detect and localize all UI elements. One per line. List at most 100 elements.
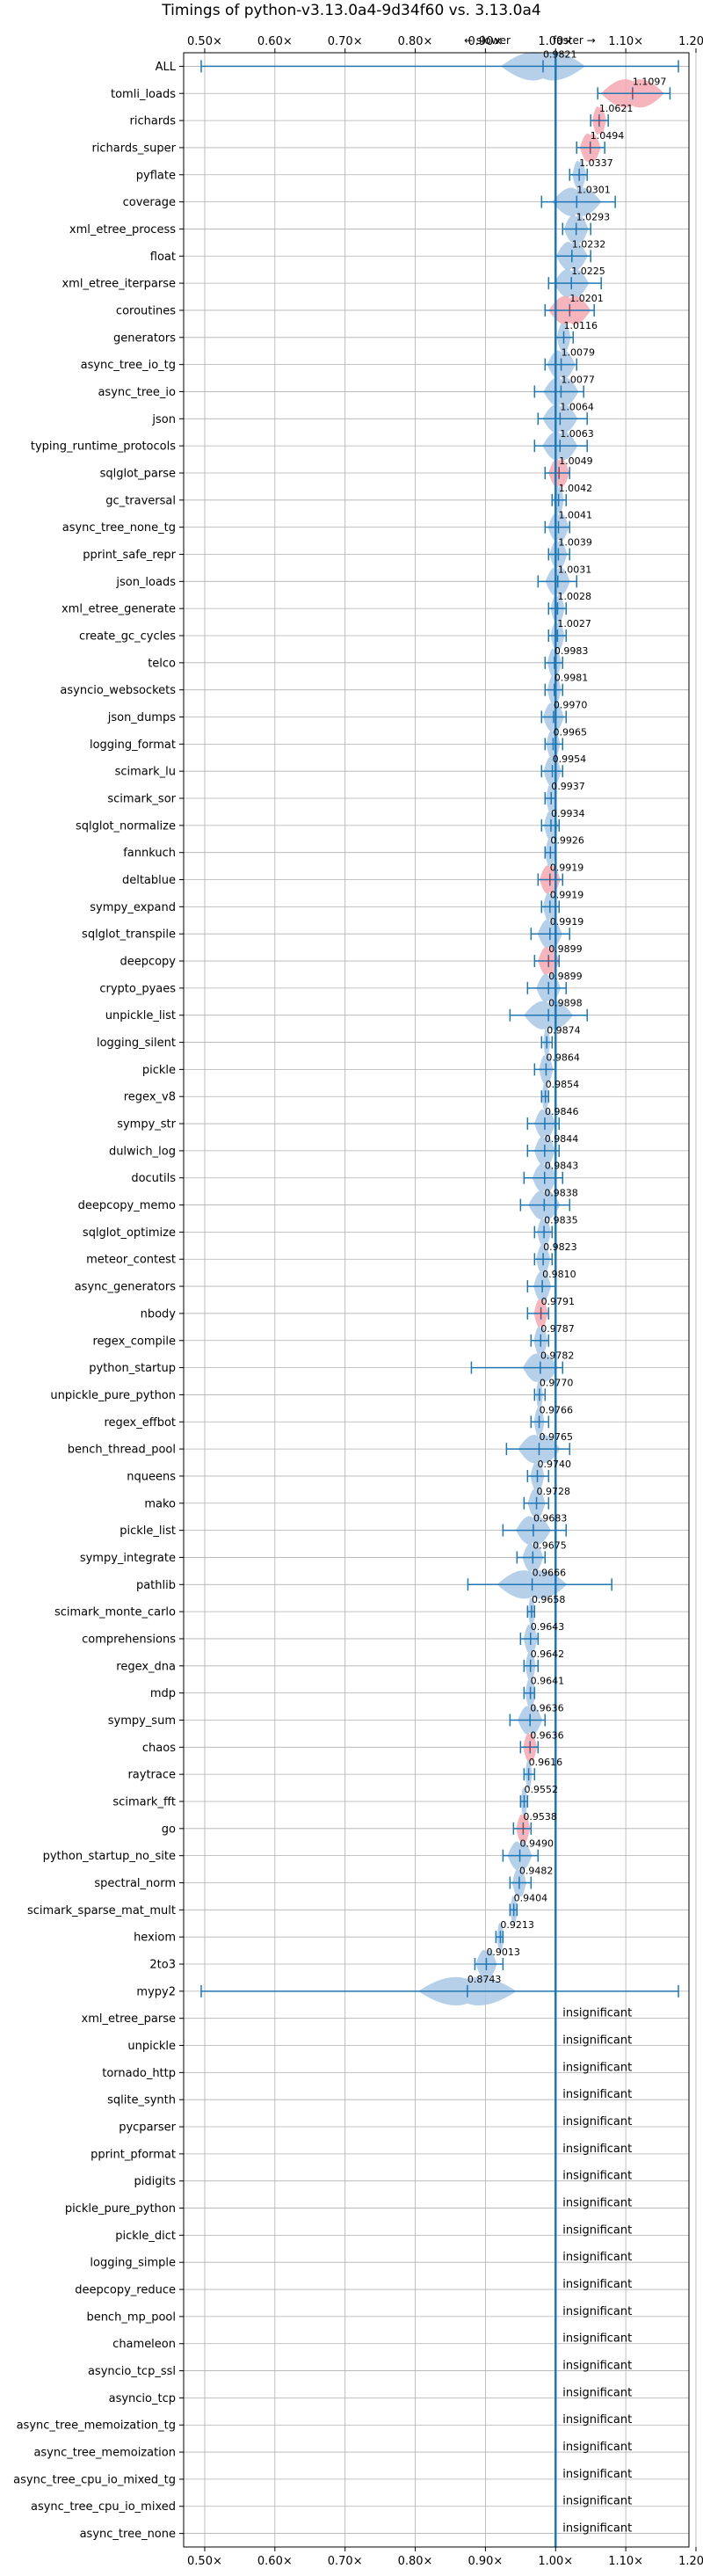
value-label: 0.9981 bbox=[554, 673, 589, 684]
benchmark-label: unpickle bbox=[127, 2040, 176, 2053]
x-tick-label-bottom: 1.00× bbox=[538, 2555, 573, 2568]
x-tick-label-top: 1.00× bbox=[538, 35, 573, 48]
value-label: 0.9404 bbox=[514, 1892, 548, 1903]
benchmark-label: async_tree_io_tg bbox=[81, 359, 176, 372]
benchmark-label: async_tree_memoization_tg bbox=[17, 2420, 176, 2433]
value-label: 1.0064 bbox=[560, 401, 594, 412]
value-label: 0.9666 bbox=[533, 1567, 567, 1578]
value-label: 0.9934 bbox=[551, 808, 585, 819]
benchmark-label: xml_etree_parse bbox=[82, 2012, 176, 2026]
benchmark-label: json bbox=[151, 413, 176, 426]
benchmark-label: pprint_pformat bbox=[91, 2148, 176, 2161]
benchmark-label: sympy_sum bbox=[108, 1714, 176, 1728]
insignificant-label: insignificant bbox=[562, 2170, 632, 2183]
value-label: 0.9843 bbox=[545, 1161, 579, 1172]
insignificant-label: insignificant bbox=[562, 2332, 632, 2346]
value-label: 1.0039 bbox=[558, 536, 592, 548]
benchmark-label: raytrace bbox=[127, 1769, 176, 1782]
value-label: 0.9642 bbox=[531, 1648, 565, 1660]
value-label: 1.0293 bbox=[576, 211, 611, 222]
x-tick-label-bottom: 1.20× bbox=[678, 2555, 703, 2568]
value-label: 1.0201 bbox=[569, 293, 604, 304]
value-label: 1.0028 bbox=[558, 591, 592, 602]
value-label: 0.9740 bbox=[538, 1459, 572, 1470]
insignificant-label: insignificant bbox=[562, 2223, 632, 2237]
value-label: 0.9823 bbox=[543, 1241, 577, 1253]
slower-label: ← slower bbox=[464, 34, 511, 47]
benchmark-label: telco bbox=[148, 657, 176, 670]
benchmark-label: sqlglot_transpile bbox=[82, 928, 176, 942]
benchmark-label: async_generators bbox=[75, 1281, 177, 1294]
benchmark-label: hexiom bbox=[134, 1932, 176, 1945]
value-label: 0.9846 bbox=[545, 1106, 579, 1117]
value-label: 1.0042 bbox=[559, 483, 593, 494]
x-tick-label-bottom: 0.60× bbox=[257, 2555, 293, 2568]
benchmark-label: pyflate bbox=[136, 169, 176, 182]
value-label: 0.9728 bbox=[537, 1486, 571, 1497]
insignificant-label: insignificant bbox=[562, 2251, 632, 2264]
value-label: 0.9787 bbox=[540, 1323, 575, 1335]
value-label: 0.9899 bbox=[548, 943, 583, 955]
value-label: 1.0301 bbox=[576, 185, 611, 196]
value-label: 0.9636 bbox=[530, 1702, 564, 1714]
x-tick-label-bottom: 1.10× bbox=[608, 2555, 643, 2568]
benchmark-label: go bbox=[162, 1823, 176, 1836]
insignificant-label: insignificant bbox=[562, 2278, 632, 2291]
benchmark-label: json_loads bbox=[115, 576, 176, 589]
benchmark-label: mypy2 bbox=[136, 1985, 176, 1998]
benchmark-label: xml_etree_generate bbox=[62, 603, 176, 616]
value-label: 0.9983 bbox=[554, 645, 589, 657]
value-label: 0.9844 bbox=[545, 1133, 579, 1145]
x-tick-label-top: 0.50× bbox=[187, 35, 222, 48]
benchmark-label: coverage bbox=[123, 196, 176, 209]
value-label: 0.9937 bbox=[551, 781, 585, 792]
benchmark-label: deepcopy_reduce bbox=[75, 2284, 176, 2297]
x-tick-label-bottom: 0.80× bbox=[398, 2555, 433, 2568]
benchmark-label: logging_simple bbox=[90, 2257, 176, 2270]
benchmark-label: async_tree_cpu_io_mixed_tg bbox=[13, 2473, 176, 2486]
benchmark-label: mako bbox=[144, 1497, 176, 1510]
benchmark-label: coroutines bbox=[116, 304, 176, 317]
x-tick-label-top: 1.20× bbox=[678, 35, 703, 48]
x-tick-label-bottom: 0.50× bbox=[187, 2555, 222, 2568]
chart-title: Timings of python-v3.13.0a4-9d34f60 vs. … bbox=[161, 2, 540, 19]
benchmark-label: crypto_pyaes bbox=[99, 982, 176, 995]
benchmark-label: fannkuch bbox=[123, 847, 176, 860]
violin-layer bbox=[200, 52, 679, 2005]
insignificant-label: insignificant bbox=[562, 2034, 632, 2048]
value-label: 1.0077 bbox=[561, 374, 595, 385]
value-label: 0.9675 bbox=[533, 1539, 567, 1551]
insignificant-label: insignificant bbox=[562, 2360, 632, 2373]
benchmark-label: pickle_pure_python bbox=[65, 2202, 176, 2216]
value-label: 0.9965 bbox=[553, 726, 587, 738]
insignificant-label: insignificant bbox=[562, 2088, 632, 2101]
value-label: 0.9838 bbox=[544, 1188, 578, 1199]
benchmark-label: sympy_str bbox=[117, 1118, 176, 1132]
benchmark-label: spectral_norm bbox=[94, 1877, 176, 1890]
insignificant-label: insignificant bbox=[562, 2305, 632, 2318]
benchmark-label: pickle_dict bbox=[115, 2230, 176, 2243]
benchmark-label: meteor_contest bbox=[86, 1254, 176, 1267]
value-label: 1.0116 bbox=[564, 320, 598, 331]
benchmark-label: scimark_lu bbox=[115, 766, 176, 779]
benchmark-label: unpickle_list bbox=[105, 1009, 176, 1022]
value-label: 1.0041 bbox=[559, 510, 593, 521]
x-tick-label-bottom: 0.70× bbox=[328, 2555, 363, 2568]
benchmark-label: create_gc_cycles bbox=[79, 629, 176, 643]
value-label: 0.9641 bbox=[531, 1676, 565, 1687]
benchmark-label: bench_mp_pool bbox=[86, 2310, 176, 2324]
value-label: 1.0063 bbox=[560, 428, 594, 440]
benchmark-label: pidigits bbox=[134, 2175, 177, 2188]
benchmark-label: typing_runtime_protocols bbox=[31, 440, 176, 454]
value-label: 0.9926 bbox=[550, 835, 584, 847]
value-label: 1.0049 bbox=[559, 455, 593, 467]
benchmark-label: logging_silent bbox=[97, 1037, 176, 1050]
value-label: 0.9482 bbox=[519, 1865, 554, 1876]
insignificant-label: insignificant bbox=[562, 2468, 632, 2481]
value-label: 0.9765 bbox=[539, 1431, 573, 1443]
benchmark-label: async_tree_none_tg bbox=[62, 521, 176, 535]
benchmark-label: pathlib bbox=[136, 1579, 176, 1592]
x-tick-label-top: 1.10× bbox=[608, 35, 643, 48]
x-tick-label-bottom: 0.90× bbox=[467, 2555, 503, 2568]
